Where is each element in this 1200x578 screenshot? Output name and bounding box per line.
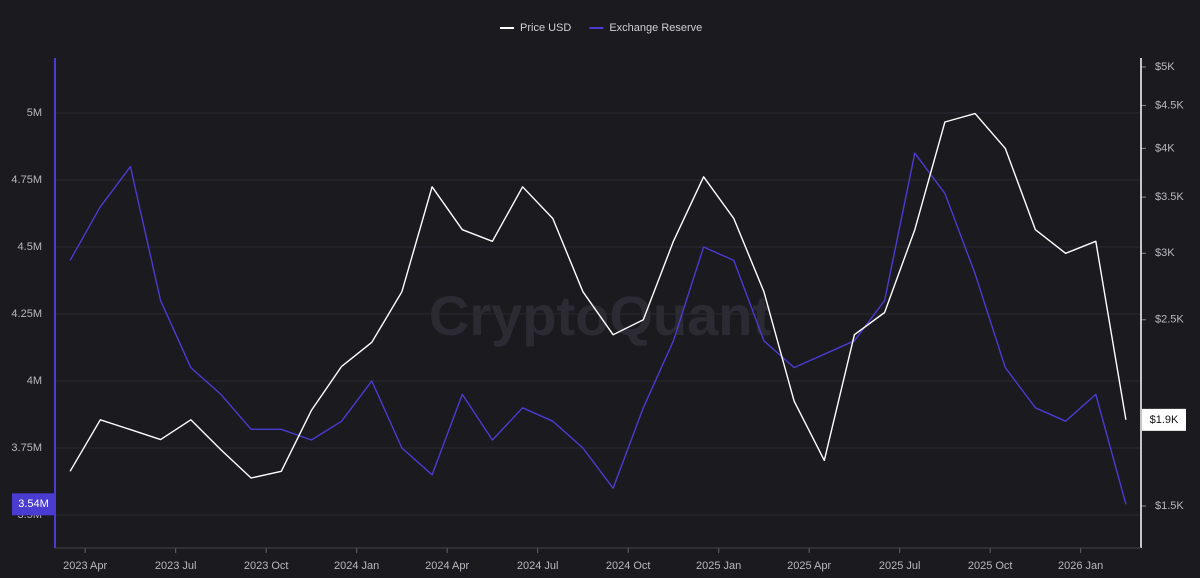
y2-tick-label: $4.5K bbox=[1155, 99, 1184, 111]
x-tick-label: 2024 Oct bbox=[606, 560, 651, 572]
x-tick-label: 2023 Oct bbox=[244, 560, 289, 572]
y-tick-label: 3.75M bbox=[11, 442, 42, 454]
legend-label: Price USD bbox=[520, 22, 571, 34]
y-tick-label: 4.5M bbox=[18, 241, 42, 253]
last-value-label: $1.9K bbox=[1150, 414, 1179, 426]
series-line bbox=[69, 152, 1127, 505]
x-tick-label: 2025 Jul bbox=[879, 560, 921, 572]
last-value-badge bbox=[1142, 408, 1186, 431]
y2-tick-label: $2.5K bbox=[1155, 314, 1184, 326]
series-line bbox=[69, 112, 1127, 479]
x-tick-label: 2025 Jan bbox=[696, 560, 741, 572]
legend-label: Exchange Reserve bbox=[609, 22, 702, 34]
x-tick-label: 2025 Oct bbox=[968, 560, 1013, 572]
last-value-label: 3.54M bbox=[18, 498, 49, 510]
y-tick-label: 4.25M bbox=[11, 308, 42, 320]
x-tick-label: 2024 Jul bbox=[517, 560, 559, 572]
x-tick-label: 2024 Jan bbox=[334, 560, 379, 572]
x-tick-label: 2023 Jul bbox=[155, 560, 197, 572]
y-tick-label: 5M bbox=[27, 107, 42, 119]
y2-tick-label: $3.5K bbox=[1155, 191, 1184, 203]
x-tick-label: 2024 Apr bbox=[425, 560, 469, 572]
x-tick-label: 2026 Jan bbox=[1058, 560, 1103, 572]
y-tick-label: 4.75M bbox=[11, 174, 42, 186]
x-tick-label: 2023 Apr bbox=[63, 560, 107, 572]
y2-tick-label: $3K bbox=[1155, 247, 1175, 259]
x-tick-label: 2025 Apr bbox=[787, 560, 831, 572]
y-tick-label: 4M bbox=[27, 375, 42, 387]
y2-tick-label: $5K bbox=[1155, 61, 1175, 73]
last-value-badge bbox=[12, 493, 55, 516]
y2-tick-label: $1.5K bbox=[1155, 500, 1184, 512]
y2-tick-label: $4K bbox=[1155, 142, 1175, 154]
